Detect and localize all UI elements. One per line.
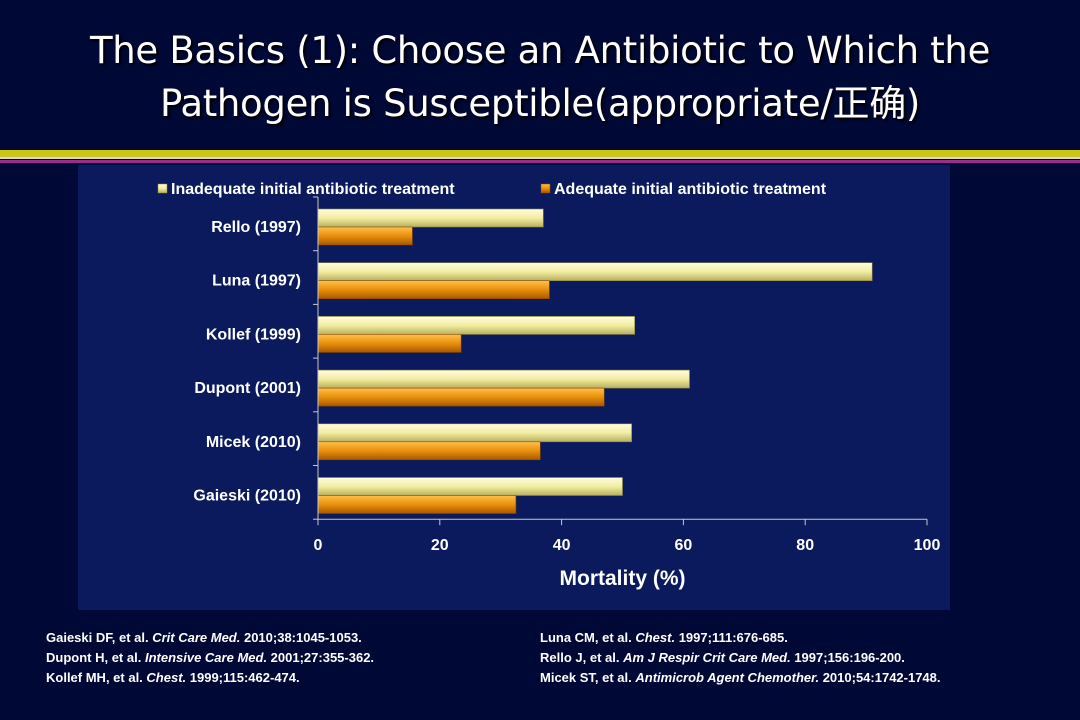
title-line-1: The Basics (1): Choose an Antibiotic to … [89,29,991,72]
chart-panel: Inadequate initial antibiotic treatment A… [78,165,950,610]
bar-inadequate-0 [317,208,544,228]
x-tick-label: 20 [431,537,449,554]
bar-inadequate-4 [317,423,632,443]
reference-item: Gaieski DF, et al. Crit Care Med. 2010;3… [46,630,362,645]
category-label: Gaieski (2010) [193,488,301,505]
category-label: Micek (2010) [206,434,301,451]
reference-item: Rello J, et al. Am J Respir Crit Care Me… [540,650,905,665]
reference-item: Micek ST, et al. Antimicrob Agent Chemot… [540,670,941,685]
bar-inadequate-1 [317,262,873,281]
legend-label-inadequate: Inadequate initial antibiotic treatment [171,181,455,198]
divider-band-white [0,157,1080,159]
legend-label-adequate: Adequate initial antibiotic treatment [554,181,827,198]
legend: Inadequate initial antibiotic treatment A… [157,181,827,198]
references-right: Luna CM, et al. Chest. 1997;111:676-685.… [540,628,941,688]
slide-title: The Basics (1): Choose an Antibiotic to … [0,24,1080,130]
bar-inadequate-3 [317,369,690,389]
bar-adequate-2 [317,334,462,353]
bar-inadequate-2 [317,316,635,335]
reference-item: Kollef MH, et al. Chest. 1999;115:462-47… [46,670,300,685]
x-tick-label: 0 [314,537,323,554]
bar-chart: Inadequate initial antibiotic treatment A… [157,181,941,590]
category-label: Dupont (2001) [194,380,301,397]
reference-item: Dupont H, et al. Intensive Care Med. 200… [46,650,375,665]
legend-swatch-adequate [540,183,551,194]
x-axis-title: Mortality (%) [560,567,686,590]
references-left: Gaieski DF, et al. Crit Care Med. 2010;3… [46,628,374,688]
legend-swatch-inadequate [157,183,168,194]
axes: Rello (1997) Luna (1997) Kollef (1999) Dupo… [193,196,941,590]
category-label: Rello (1997) [211,219,301,236]
bar-adequate-5 [317,495,517,514]
bar-adequate-4 [317,441,541,461]
title-line-2: Pathogen is Susceptible(appropriate/正确) [159,82,921,125]
x-tick-label: 100 [914,537,941,554]
category-label: Kollef (1999) [206,326,301,343]
bar-inadequate-5 [317,477,623,496]
x-tick-label: 80 [796,537,814,554]
category-label: Luna (1997) [212,273,301,290]
x-tick-label: 60 [675,537,693,554]
bar-adequate-3 [317,387,605,407]
bars [317,208,873,514]
reference-item: Luna CM, et al. Chest. 1997;111:676-685. [540,630,788,645]
divider-band-yellow [0,150,1080,157]
bar-adequate-0 [317,226,413,246]
divider-band-purple [0,160,1080,163]
x-tick-label: 40 [553,537,571,554]
bar-adequate-1 [317,280,550,299]
